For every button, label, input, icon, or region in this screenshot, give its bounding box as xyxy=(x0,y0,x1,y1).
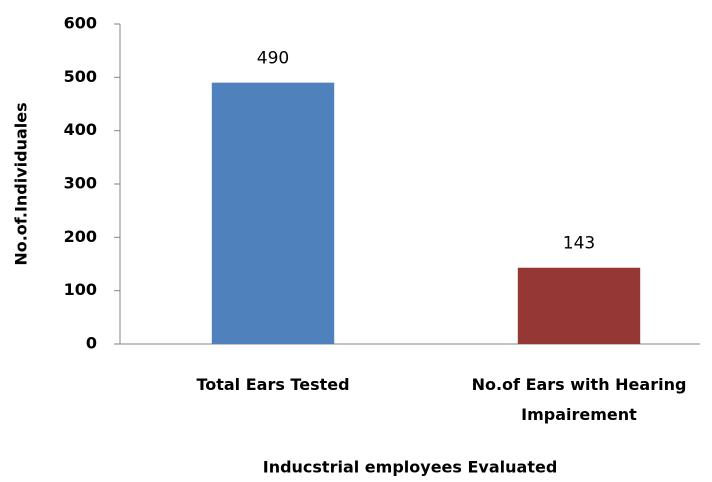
x-tick-label: No.of Ears with Hearing Impairement xyxy=(472,375,687,424)
bar xyxy=(211,82,335,345)
y-axis-title: No.of.Individuales xyxy=(12,102,31,265)
y-tick-label: 0 xyxy=(86,334,97,353)
y-tick-label: 600 xyxy=(64,14,97,33)
x-tick-label: Total Ears Tested xyxy=(196,375,349,394)
y-tick-label: 300 xyxy=(64,174,97,193)
y-tick-label: 500 xyxy=(64,67,97,86)
data-label: 143 xyxy=(563,234,595,254)
y-tick-label: 100 xyxy=(64,280,97,299)
y-tick-label: 400 xyxy=(64,120,97,139)
bar xyxy=(517,267,641,344)
x-axis-title: Inducstrial employees Evaluated xyxy=(263,458,558,477)
y-tick-label: 200 xyxy=(64,227,97,246)
data-label: 490 xyxy=(257,49,289,69)
